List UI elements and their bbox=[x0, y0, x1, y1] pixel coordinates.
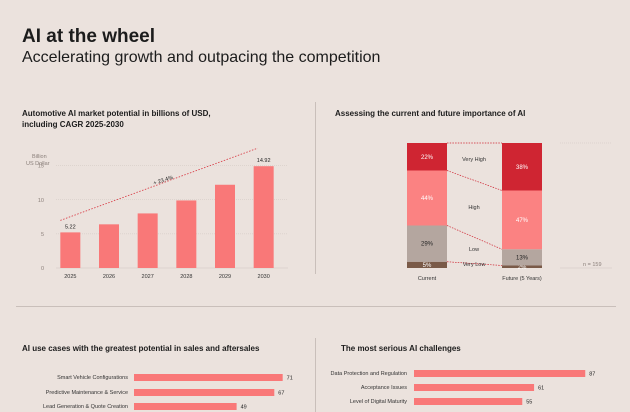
level-label: High bbox=[468, 205, 479, 211]
category-label: Lead Generation & Quote Creation bbox=[43, 404, 128, 410]
trend-line bbox=[60, 147, 258, 221]
x-tick-label: Current bbox=[418, 276, 437, 282]
y-tick-label: 15 bbox=[38, 164, 44, 170]
segment-label: 22% bbox=[421, 155, 434, 161]
x-tick-label: 2028 bbox=[180, 274, 192, 280]
y-tick-label: 10 bbox=[38, 198, 44, 204]
usecases-chart-title: AI use cases with the greatest potential… bbox=[22, 344, 260, 353]
data-label: 14.92 bbox=[257, 158, 271, 164]
importance-chart-title: Assessing the current and future importa… bbox=[335, 109, 526, 118]
stacked-segment bbox=[407, 261, 447, 268]
level-label: Very Low bbox=[463, 262, 486, 268]
connector-line bbox=[446, 261, 503, 266]
x-tick-label: 2026 bbox=[103, 274, 115, 280]
bar bbox=[134, 403, 237, 410]
segment-label: 2% bbox=[518, 265, 527, 271]
category-label: Level of Digital Maturity bbox=[350, 399, 407, 405]
connector-line bbox=[446, 225, 503, 250]
level-label: Low bbox=[469, 247, 479, 253]
page-title: AI at the wheel bbox=[22, 26, 156, 47]
bar bbox=[134, 389, 275, 396]
y-tick-label: 0 bbox=[41, 266, 44, 272]
x-tick-label: Future (5 Years) bbox=[502, 276, 542, 282]
page-subtitle: Accelerating growth and outpacing the co… bbox=[22, 49, 381, 66]
stacked-segment bbox=[502, 265, 542, 268]
bar bbox=[414, 370, 586, 377]
divider-horizontal bbox=[16, 306, 616, 307]
bar bbox=[414, 398, 523, 405]
category-label: Predictive Maintenance & Service bbox=[46, 390, 128, 396]
bar bbox=[134, 374, 283, 381]
x-tick-label: 2030 bbox=[258, 274, 270, 280]
stacked-segment bbox=[502, 190, 542, 250]
challenges-chart-title: The most serious AI challenges bbox=[341, 344, 461, 353]
category-label: Acceptance Issues bbox=[361, 385, 407, 391]
sample-size-note: n = 159 bbox=[583, 262, 602, 268]
bar bbox=[99, 224, 119, 268]
y-axis-label: Billion bbox=[32, 154, 47, 160]
market-chart-title: Automotive AI market potential in billio… bbox=[22, 109, 211, 129]
bar bbox=[253, 166, 274, 268]
x-tick-label: 2029 bbox=[219, 274, 231, 280]
stacked-segment bbox=[407, 225, 447, 262]
data-label: 67 bbox=[278, 391, 284, 397]
x-tick-label: 2027 bbox=[142, 274, 154, 280]
divider-vertical-top bbox=[315, 102, 316, 274]
y-axis-label: US Dollar bbox=[26, 161, 50, 167]
data-label: 55 bbox=[526, 400, 532, 406]
category-label: Smart Vehicle Configurations bbox=[57, 375, 128, 381]
stacked-segment bbox=[407, 143, 447, 171]
bar bbox=[60, 232, 81, 268]
segment-label: 38% bbox=[516, 165, 529, 171]
data-label: 87 bbox=[589, 372, 595, 378]
bar bbox=[176, 200, 197, 268]
divider-vertical-bottom bbox=[315, 338, 316, 412]
stacked-segment bbox=[407, 170, 447, 226]
segment-label: 29% bbox=[421, 242, 434, 248]
data-label: 61 bbox=[538, 386, 544, 392]
y-tick-label: 5 bbox=[41, 232, 44, 238]
bar bbox=[215, 184, 235, 268]
x-tick-label: 2025 bbox=[64, 274, 76, 280]
connector-line bbox=[446, 170, 503, 191]
segment-label: 44% bbox=[421, 196, 434, 202]
data-label: 49 bbox=[241, 405, 247, 411]
segment-label: 5% bbox=[423, 263, 432, 269]
category-label: Data Protection and Regulation bbox=[331, 371, 407, 377]
segment-label: 13% bbox=[516, 255, 529, 261]
stacked-segment bbox=[502, 249, 542, 266]
bar bbox=[137, 213, 158, 268]
data-label: 5.22 bbox=[65, 224, 76, 230]
segment-label: 47% bbox=[516, 218, 529, 224]
level-label: Very High bbox=[462, 157, 486, 163]
data-label: 71 bbox=[287, 376, 293, 382]
bar bbox=[414, 384, 535, 391]
stacked-segment bbox=[502, 143, 542, 191]
